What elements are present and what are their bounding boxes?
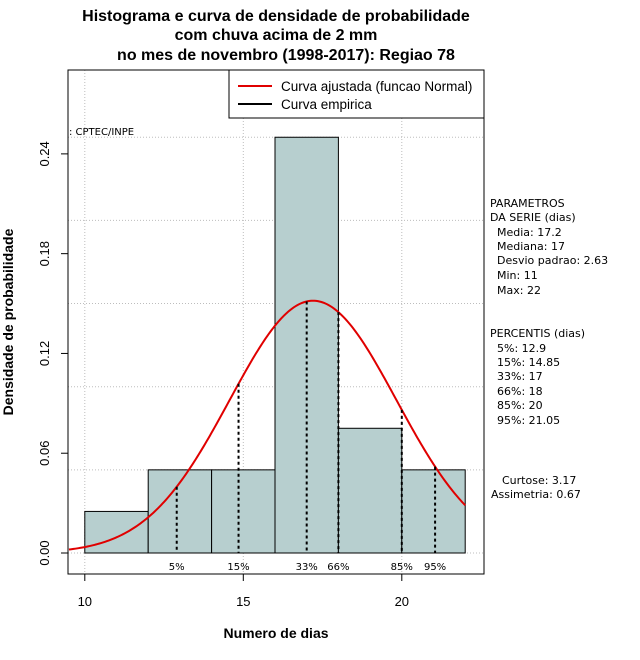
percentile-label: 85% bbox=[391, 562, 413, 573]
y-axis-label: Densidade de probabilidade bbox=[0, 228, 16, 415]
assimetria: Assimetria: 0.67 bbox=[491, 488, 581, 501]
percentis-title: PERCENTIS (dias) bbox=[490, 327, 585, 340]
percentil-5: 5%: 12.9 bbox=[497, 342, 546, 355]
histogram-bar bbox=[337, 427, 403, 554]
legend-label-empirical: Curva empirica bbox=[281, 97, 372, 112]
percentile-label: 95% bbox=[424, 562, 446, 573]
percentile-label: 66% bbox=[327, 562, 349, 573]
histogram-bar bbox=[401, 469, 466, 554]
normal-curve-layer bbox=[68, 299, 466, 551]
y-tick-label: 0.24 bbox=[37, 141, 52, 166]
histogram-bars bbox=[84, 136, 466, 554]
percentile-label: 33% bbox=[296, 562, 318, 573]
normal-fit-curve bbox=[68, 299, 466, 551]
param-max: Max: 22 bbox=[497, 284, 541, 297]
percentil-85: 85%: 20 bbox=[497, 399, 543, 412]
chart-title-line-3: no mes de novembro (1998-2017): Regiao 7… bbox=[117, 47, 455, 64]
percentile-label: 5% bbox=[169, 562, 185, 573]
y-tick-label: 0.06 bbox=[37, 441, 52, 466]
x-tick-label: 15 bbox=[236, 594, 250, 609]
percentil-33: 33%: 17 bbox=[497, 370, 543, 383]
x-axis-label: Numero de dias bbox=[223, 625, 328, 641]
param-min: Min: 11 bbox=[497, 269, 538, 282]
y-tick-label: 0.00 bbox=[37, 540, 52, 565]
legend-box bbox=[228, 69, 485, 119]
y-tick-label: 0.18 bbox=[37, 241, 52, 266]
curtose: Curtose: 3.17 bbox=[502, 474, 576, 487]
param-media: Media: 17.2 bbox=[497, 226, 562, 239]
histogram-bar bbox=[84, 510, 149, 554]
percentile-label: 15% bbox=[227, 562, 249, 573]
params-title-2: DA SERIE (dias) bbox=[490, 211, 576, 224]
param-mediana: Mediana: 17 bbox=[497, 240, 565, 253]
histogram-bar bbox=[211, 469, 276, 554]
percentil-15: 15%: 14.85 bbox=[497, 356, 560, 369]
stats-panel: PARAMETROS DA SERIE (dias) Media: 17.2 M… bbox=[490, 197, 608, 501]
percentil-66: 66%: 18 bbox=[497, 385, 543, 398]
legend-label-fit: Curva ajustada (funcao Normal) bbox=[281, 79, 472, 94]
chart-title-line-1: Histograma e curva de densidade de proba… bbox=[82, 8, 470, 25]
params-title-1: PARAMETROS bbox=[490, 197, 565, 210]
legend: Curva ajustada (funcao Normal) Curva emp… bbox=[228, 69, 485, 119]
percentile-lines: 5% 15% 33% 66% 85% 95% bbox=[169, 301, 446, 573]
chart-title-line-2: com chuva acima de 2 mm bbox=[175, 27, 378, 44]
percentil-95: 95%: 21.05 bbox=[497, 414, 560, 427]
param-desvio: Desvio padrao: 2.63 bbox=[497, 254, 608, 267]
x-tick-label: 20 bbox=[395, 594, 409, 609]
source-label: : CPTEC/INPE bbox=[69, 127, 134, 138]
x-tick-label: 10 bbox=[78, 594, 92, 609]
y-tick-label: 0.12 bbox=[37, 341, 52, 366]
